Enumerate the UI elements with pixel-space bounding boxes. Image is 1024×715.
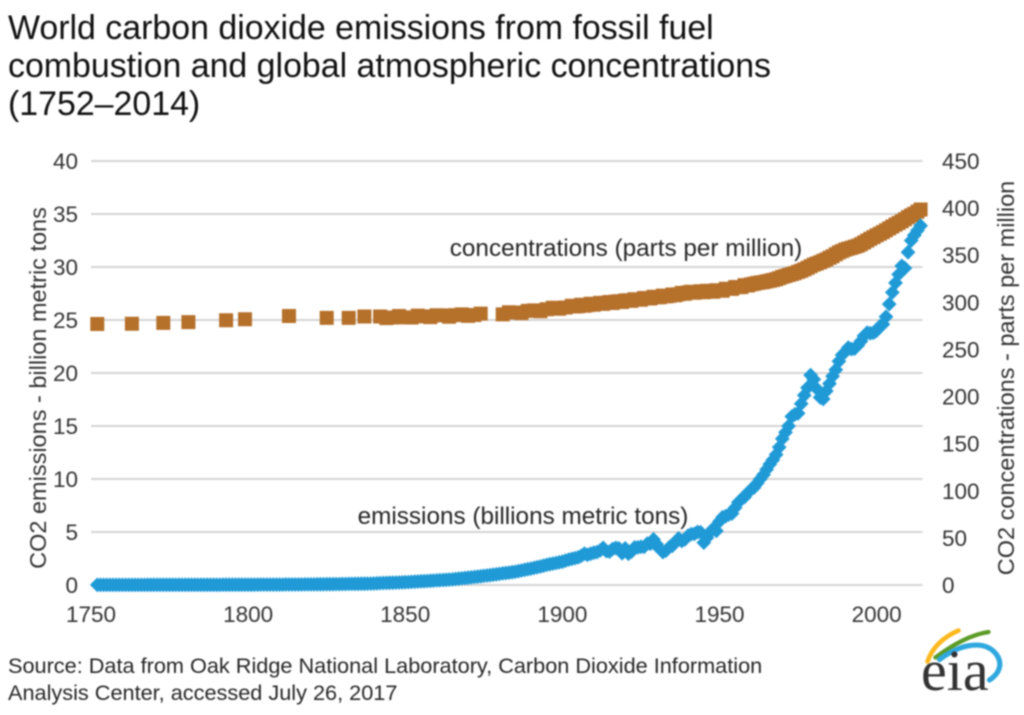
svg-text:1750: 1750: [66, 602, 116, 627]
svg-text:2000: 2000: [852, 602, 902, 627]
svg-text:10: 10: [53, 467, 78, 492]
svg-text:20: 20: [53, 361, 78, 386]
svg-text:eia: eia: [921, 638, 989, 703]
svg-text:0: 0: [942, 573, 955, 598]
svg-text:1850: 1850: [380, 602, 430, 627]
svg-text:CO2 concentrations - parts per: CO2 concentrations - parts per million: [993, 181, 1019, 575]
svg-text:300: 300: [942, 290, 980, 315]
svg-text:combustion and global atmosphe: combustion and global atmospheric concen…: [8, 47, 771, 85]
svg-text:5: 5: [65, 520, 78, 545]
svg-text:250: 250: [942, 337, 980, 362]
svg-text:Source: Data from Oak Ridge Na: Source: Data from Oak Ridge National Lab…: [8, 653, 762, 678]
svg-text:15: 15: [53, 414, 78, 439]
svg-text:40: 40: [53, 149, 78, 174]
svg-text:(1752–2014): (1752–2014): [8, 85, 200, 123]
svg-text:100: 100: [942, 479, 980, 504]
svg-text:30: 30: [53, 255, 78, 280]
svg-text:35: 35: [53, 202, 78, 227]
svg-text:Analysis Center, accessed July: Analysis Center, accessed July 26, 2017: [8, 680, 397, 705]
svg-text:emissions (billions metric ton: emissions (billions metric tons): [358, 503, 689, 530]
svg-text:200: 200: [942, 385, 980, 410]
svg-text:CO2 emissions - billion metric: CO2 emissions - billion metric tons: [25, 207, 51, 569]
svg-text:25: 25: [53, 308, 78, 333]
svg-text:350: 350: [942, 243, 980, 268]
svg-text:450: 450: [942, 149, 980, 174]
svg-text:1800: 1800: [223, 602, 273, 627]
svg-text:1900: 1900: [537, 602, 587, 627]
svg-text:0: 0: [65, 573, 78, 598]
svg-text:concentrations (parts per mill: concentrations (parts per million): [450, 235, 802, 262]
svg-text:1950: 1950: [694, 602, 744, 627]
svg-text:150: 150: [942, 432, 980, 457]
svg-text:50: 50: [942, 526, 967, 551]
svg-text:400: 400: [942, 196, 980, 221]
svg-text:World carbon dioxide emissions: World carbon dioxide emissions from foss…: [8, 9, 714, 47]
